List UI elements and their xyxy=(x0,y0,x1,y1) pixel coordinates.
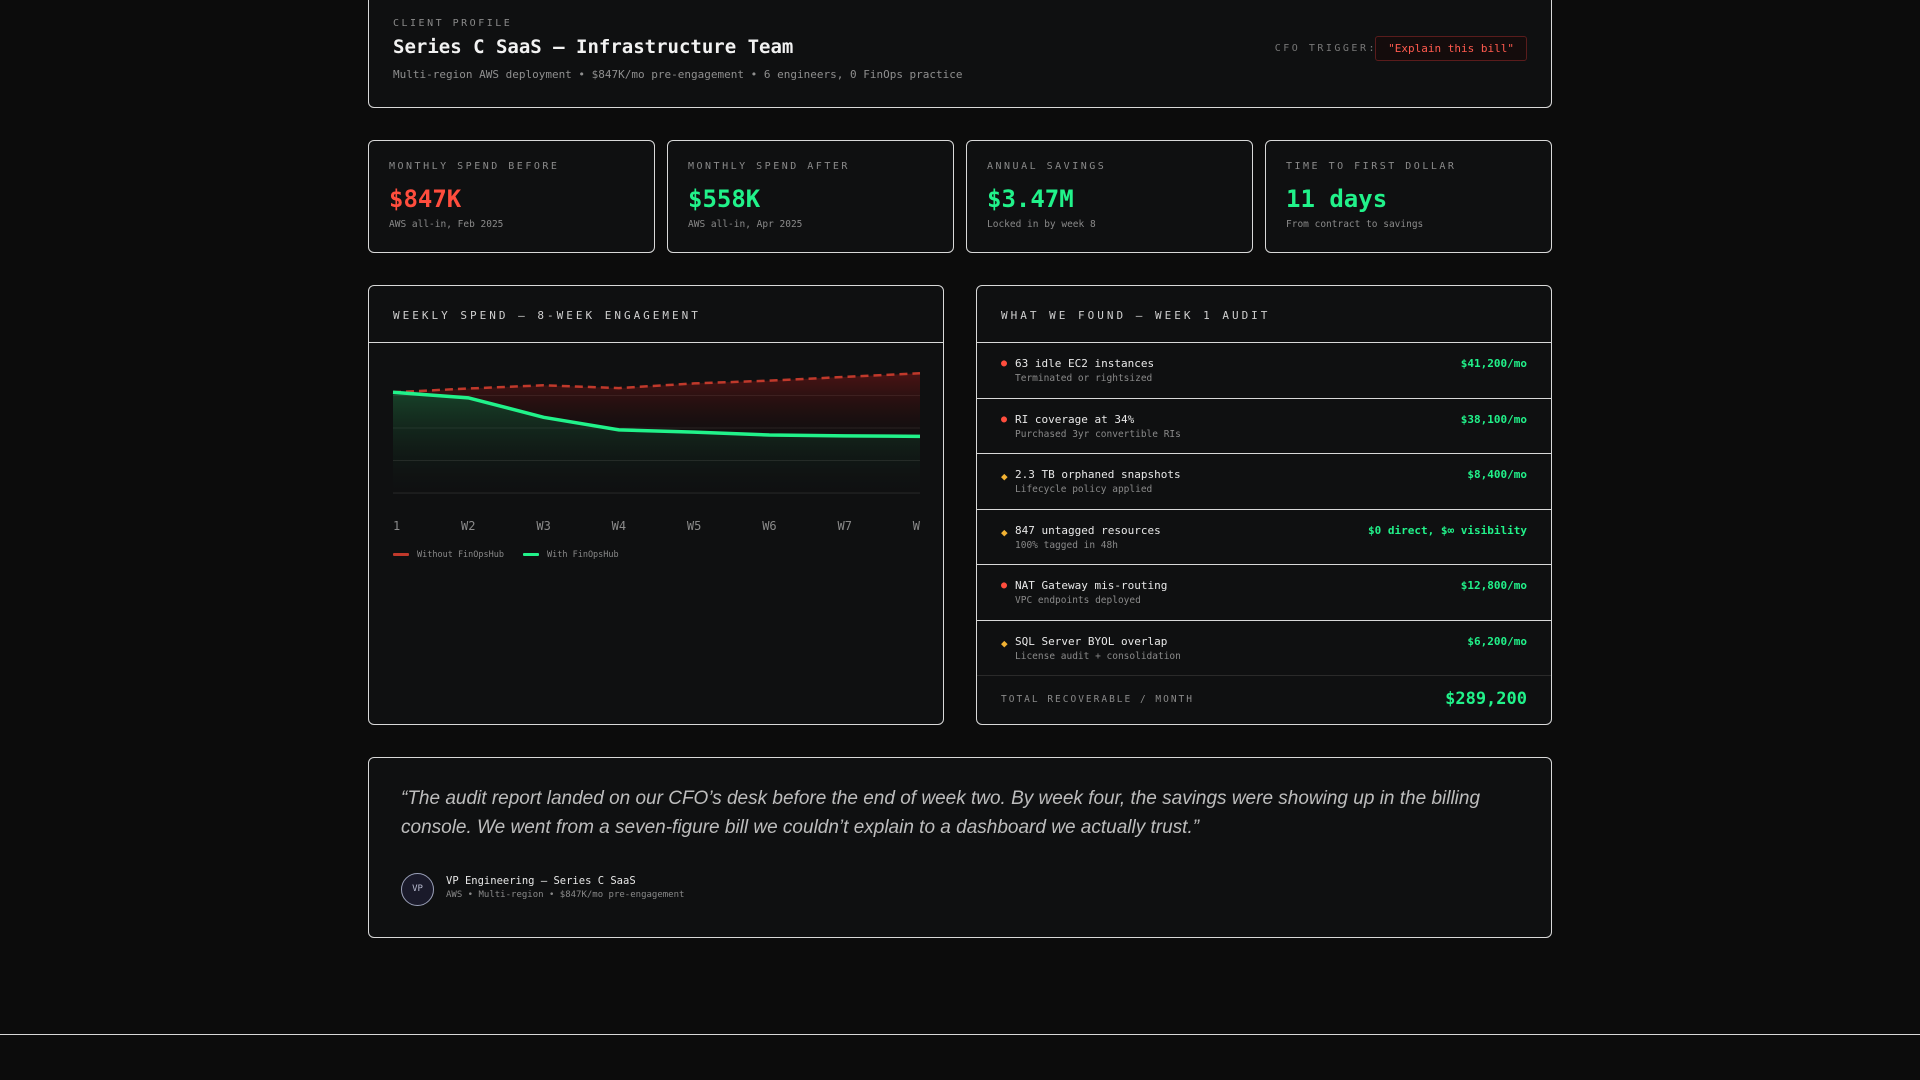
profile-eyebrow: CLIENT PROFILE xyxy=(393,18,513,29)
x-tick-label: 1 xyxy=(393,519,400,533)
finding-title: 63 idle EC2 instances xyxy=(1015,357,1155,370)
kpi-card-annual-savings: ANNUAL SAVINGS $3.47M Locked in by week … xyxy=(966,140,1253,253)
finding-amount: $0 direct, $∞ visibility xyxy=(1368,523,1527,537)
findings-list: ● 63 idle EC2 instances Terminated or ri… xyxy=(977,343,1551,724)
finding-amount: $41,200/mo xyxy=(1460,357,1527,370)
finding-amount: $8,400/mo xyxy=(1467,468,1527,481)
kpi-label: TIME TO FIRST DOLLAR xyxy=(1286,161,1457,172)
kpi-value: $3.47M xyxy=(987,185,1074,213)
x-tick-label: W7 xyxy=(837,519,851,533)
finding-sub: Purchased 3yr convertible RIs xyxy=(1015,428,1181,440)
total-row: TOTAL RECOVERABLE / MONTH $289,200 xyxy=(977,676,1551,724)
severity-diamond-icon: ◆ xyxy=(1001,470,1008,483)
kpi-value: $558K xyxy=(688,185,761,213)
x-tick-label: W4 xyxy=(612,519,626,533)
series-area-with xyxy=(393,392,920,493)
x-tick-label: W xyxy=(913,519,921,533)
legend-swatch xyxy=(393,553,409,556)
kpi-sub: From contract to savings xyxy=(1286,219,1424,230)
kpi-value: 11 days xyxy=(1286,185,1388,213)
legend-swatch xyxy=(523,553,539,556)
finding-sub: Terminated or rightsized xyxy=(1015,373,1153,384)
kpi-row: MONTHLY SPEND BEFORE $847K AWS all-in, F… xyxy=(368,140,1552,253)
legend-item-without: Without FinOpsHub xyxy=(393,550,504,560)
avatar: VP xyxy=(401,873,434,906)
findings-title: WHAT WE FOUND — WEEK 1 AUDIT xyxy=(1001,309,1271,322)
testimonial-author: VP Engineering — Series C SaaS xyxy=(446,875,636,887)
finding-sub: Lifecycle policy applied xyxy=(1015,484,1153,495)
explain-bill-button[interactable]: "Explain this bill" xyxy=(1375,36,1527,61)
severity-diamond-icon: ◆ xyxy=(1001,636,1008,650)
testimonial-card: “The audit report landed on our CFO’s de… xyxy=(368,757,1552,938)
finding-row: ● RI coverage at 34% Purchased 3yr conve… xyxy=(977,399,1551,454)
kpi-sub: Locked in by week 8 xyxy=(987,219,1096,230)
legend-label: With FinOpsHub xyxy=(547,550,619,560)
severity-dot-icon: ● xyxy=(1001,413,1008,425)
kpi-label: MONTHLY SPEND AFTER xyxy=(688,161,850,172)
x-tick-label: W2 xyxy=(461,519,475,533)
finding-title: 847 untagged resources xyxy=(1015,523,1161,537)
finding-title: SQL Server BYOL overlap xyxy=(1015,634,1168,648)
finding-row: ● NAT Gateway mis-routing VPC endpoints … xyxy=(977,565,1551,621)
finding-row: ◆ SQL Server BYOL overlap License audit … xyxy=(977,621,1551,676)
finding-title: 2.3 TB orphaned snapshots xyxy=(1015,468,1181,481)
finding-title: NAT Gateway mis-routing xyxy=(1015,579,1168,592)
kpi-sub: AWS all-in, Apr 2025 xyxy=(688,219,803,230)
chart-title: WEEKLY SPEND — 8-WEEK ENGAGEMENT xyxy=(393,309,701,322)
finding-amount: $12,800/mo xyxy=(1460,579,1527,592)
audit-findings-panel: WHAT WE FOUND — WEEK 1 AUDIT ● 63 idle E… xyxy=(976,285,1552,725)
weekly-spend-chart: 1 W2 W3 W4 W5 W6 W7 W xyxy=(392,371,921,533)
total-label: TOTAL RECOVERABLE / MONTH xyxy=(1001,694,1194,705)
finding-amount: $38,100/mo xyxy=(1460,412,1527,426)
profile-title: Series C SaaS — Infrastructure Team xyxy=(393,36,794,58)
legend-label: Without FinOpsHub xyxy=(417,550,504,560)
kpi-label: MONTHLY SPEND BEFORE xyxy=(389,161,560,172)
finding-row: ● 63 idle EC2 instances Terminated or ri… xyxy=(977,343,1551,399)
kpi-card-spend-after: MONTHLY SPEND AFTER $558K AWS all-in, Ap… xyxy=(667,140,954,253)
testimonial-author-meta: AWS • Multi-region • $847K/mo pre-engage… xyxy=(446,890,685,900)
finding-sub: 100% tagged in 48h xyxy=(1015,539,1118,551)
finding-sub: VPC endpoints deployed xyxy=(1015,595,1141,606)
client-profile-card: CLIENT PROFILE Series C SaaS — Infrastru… xyxy=(368,0,1552,108)
severity-dot-icon: ● xyxy=(1001,358,1008,369)
finding-row: ◆ 847 untagged resources 100% tagged in … xyxy=(977,510,1551,565)
severity-dot-icon: ● xyxy=(1001,580,1008,591)
panel-header: WHAT WE FOUND — WEEK 1 AUDIT xyxy=(977,286,1551,343)
x-tick-label: W3 xyxy=(536,519,550,533)
legend-item-with: With FinOpsHub xyxy=(523,550,619,560)
cfo-trigger-label: CFO TRIGGER: xyxy=(1274,43,1377,54)
kpi-card-spend-before: MONTHLY SPEND BEFORE $847K AWS all-in, F… xyxy=(368,140,655,253)
kpi-value: $847K xyxy=(389,185,462,213)
testimonial-quote: “The audit report landed on our CFO’s de… xyxy=(401,788,1481,838)
profile-meta: Multi-region AWS deployment • $847K/mo p… xyxy=(393,68,963,81)
x-tick-label: W6 xyxy=(762,519,776,533)
severity-diamond-icon: ◆ xyxy=(1001,525,1008,539)
kpi-card-time-to-first-dollar: TIME TO FIRST DOLLAR 11 days From contra… xyxy=(1265,140,1552,253)
finding-title: RI coverage at 34% xyxy=(1015,412,1135,426)
kpi-sub: AWS all-in, Feb 2025 xyxy=(389,219,504,230)
series-line-with xyxy=(392,390,921,439)
total-value: $289,200 xyxy=(1445,689,1527,709)
finding-amount: $6,200/mo xyxy=(1467,634,1527,648)
kpi-label: ANNUAL SAVINGS xyxy=(987,161,1107,172)
series-area-without xyxy=(393,373,920,437)
x-tick-label: W5 xyxy=(687,519,701,533)
footer-divider xyxy=(0,1034,1920,1035)
finding-sub: License audit + consolidation xyxy=(1015,650,1181,662)
weekly-spend-panel: WEEKLY SPEND — 8-WEEK ENGAGEMENT 1 W2 W3 W4… xyxy=(368,285,944,725)
panel-header: WEEKLY SPEND — 8-WEEK ENGAGEMENT xyxy=(369,286,943,343)
series-line-without xyxy=(392,371,921,394)
finding-row: ◆ 2.3 TB orphaned snapshots Lifecycle po… xyxy=(977,454,1551,510)
